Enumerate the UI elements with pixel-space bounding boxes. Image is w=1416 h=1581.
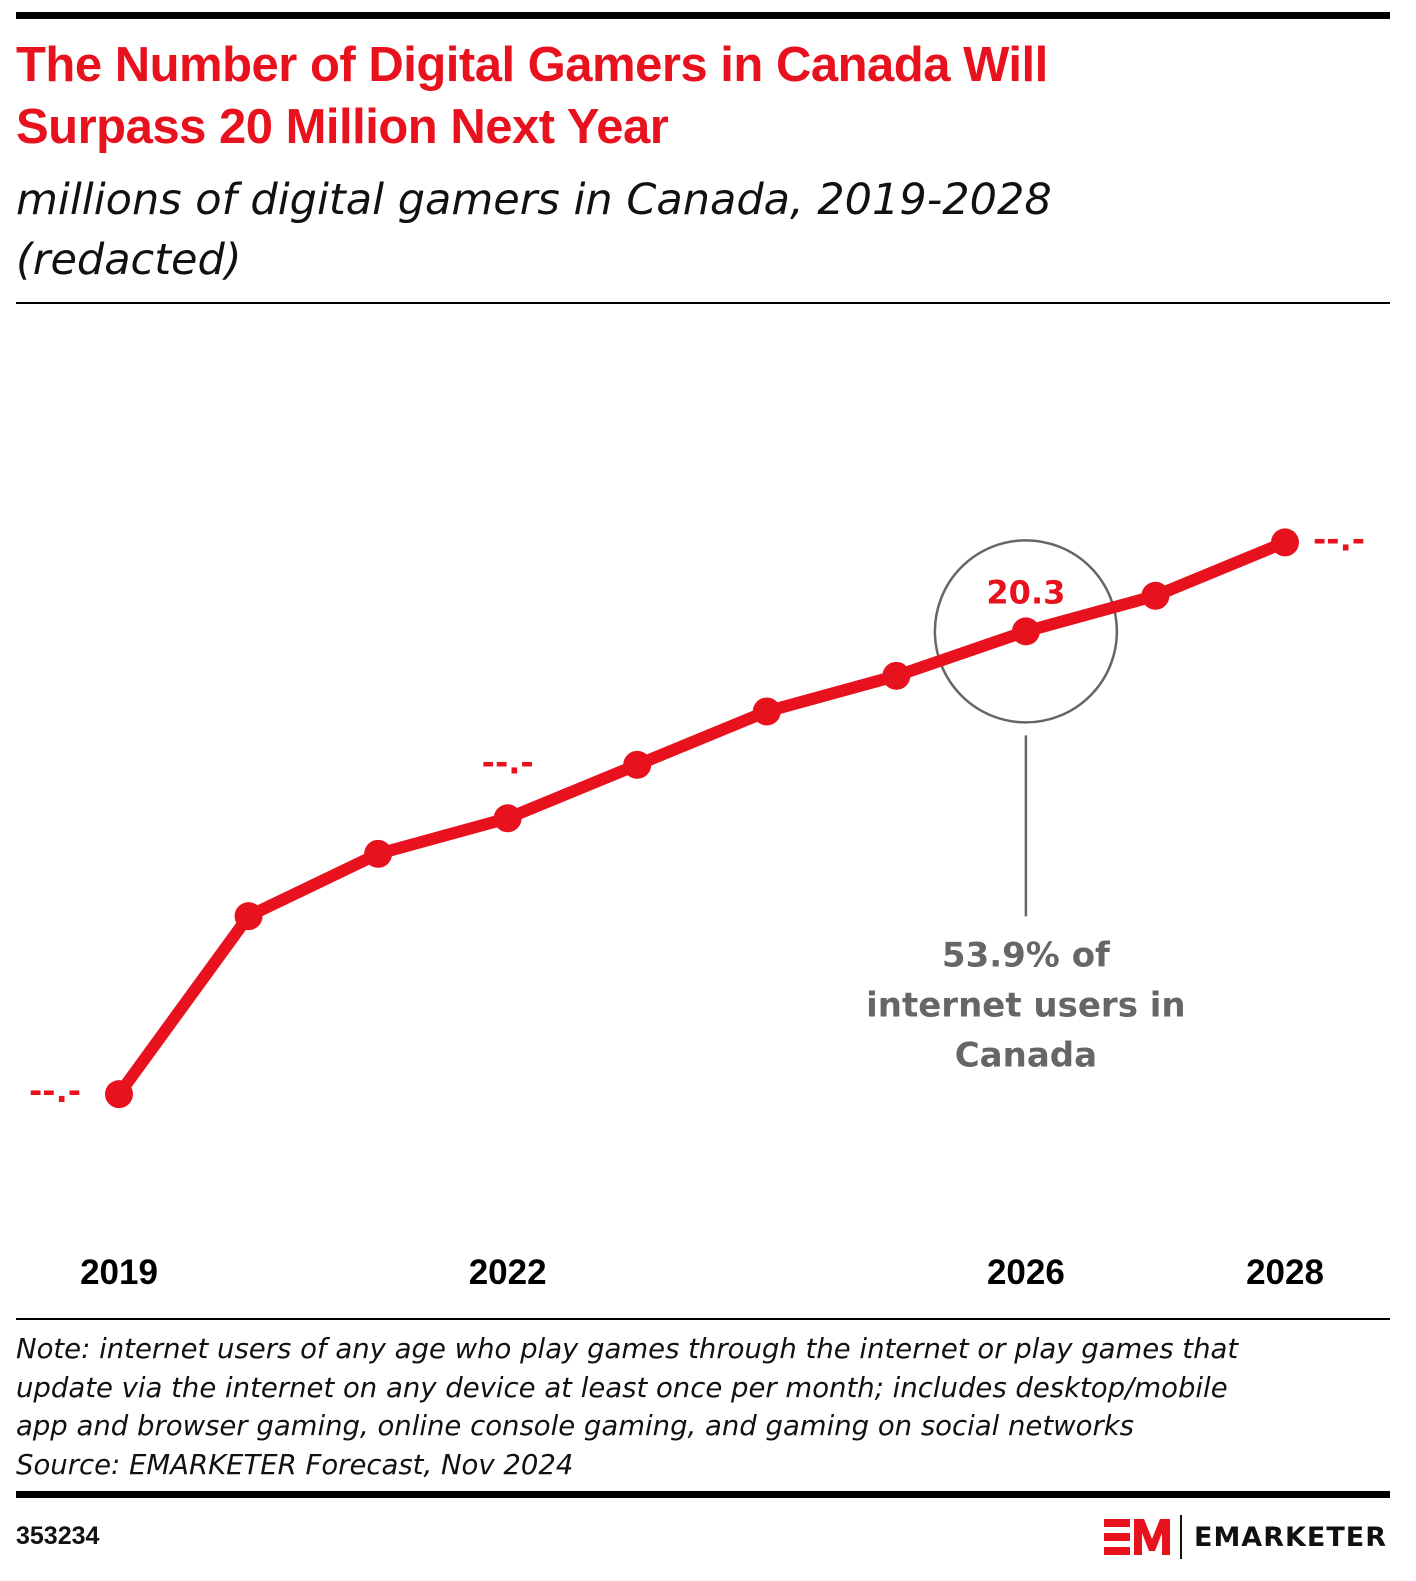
data-label-2028: --.- bbox=[1313, 520, 1365, 558]
annotation-text-line: Canada bbox=[955, 1035, 1097, 1075]
data-point-layer bbox=[105, 528, 1299, 1109]
chart-subtitle: millions of digital gamers in Canada, 20… bbox=[16, 170, 1396, 290]
note-line-3: app and browser gaming, online console g… bbox=[16, 1410, 1135, 1442]
annotation-text-line: internet users in bbox=[866, 985, 1186, 1025]
chart-title: The Number of Digital Gamers in Canada W… bbox=[16, 34, 1396, 158]
chart-title-line-2: Surpass 20 Million Next Year bbox=[16, 100, 669, 154]
footnote: Note: internet users of any age who play… bbox=[16, 1330, 1396, 1484]
annotation-text-line: 53.9% of bbox=[942, 935, 1111, 975]
data-point-2025 bbox=[882, 661, 911, 690]
top-rule bbox=[16, 12, 1390, 19]
logo-separator bbox=[1180, 1515, 1182, 1559]
series-line bbox=[113, 536, 1291, 1101]
source-line: Source: EMARKETER Forecast, Nov 2024 bbox=[16, 1448, 574, 1481]
note-line-1: Note: internet users of any age who play… bbox=[16, 1333, 1239, 1365]
data-point-2021 bbox=[364, 839, 393, 868]
series-line-layer bbox=[113, 536, 1291, 1101]
brand-name: EMARKETER bbox=[1194, 1521, 1388, 1553]
bottom-rule bbox=[16, 1491, 1390, 1498]
chart-subtitle-line-1: millions of digital gamers in Canada, 20… bbox=[16, 175, 1052, 225]
header-divider bbox=[16, 302, 1390, 304]
data-label-layer: --.- --.- 20.3 --.- bbox=[29, 520, 1365, 1110]
chart-title-line-1: The Number of Digital Gamers in Canada W… bbox=[16, 38, 1048, 92]
data-point-2019 bbox=[105, 1080, 133, 1109]
data-point-2024 bbox=[752, 697, 781, 726]
chart-id: 353234 bbox=[16, 1522, 100, 1550]
data-point-2027 bbox=[1141, 581, 1170, 610]
brand-logo: EMARKETER bbox=[1104, 1515, 1387, 1559]
data-label-2019: --.- bbox=[29, 1072, 81, 1110]
x-tick-label-2022: 2022 bbox=[469, 1253, 547, 1292]
data-point-2020 bbox=[234, 902, 263, 931]
em-logo-icon bbox=[1104, 1519, 1170, 1555]
note-line-2: update via the internet on any device at… bbox=[16, 1371, 1228, 1404]
data-point-2028 bbox=[1271, 528, 1299, 557]
data-point-2022 bbox=[493, 804, 522, 833]
x-tick-label-2028: 2028 bbox=[1246, 1253, 1324, 1292]
data-point-2026 bbox=[1011, 617, 1040, 646]
x-axis-tick-labels: 2019 2022 2026 2028 bbox=[80, 1253, 1324, 1292]
footer-divider bbox=[16, 1318, 1390, 1320]
chart-subtitle-line-2: (redacted) bbox=[16, 235, 242, 285]
data-label-2022: --.- bbox=[482, 743, 534, 781]
data-point-2023 bbox=[623, 750, 652, 779]
annotation-circle bbox=[933, 539, 1119, 724]
x-tick-label-2019: 2019 bbox=[80, 1253, 158, 1292]
annotation-layer: 53.9% of internet users in Canada bbox=[866, 539, 1186, 1075]
data-label-2026: 20.3 bbox=[986, 573, 1065, 611]
x-tick-label-2026: 2026 bbox=[987, 1253, 1065, 1292]
